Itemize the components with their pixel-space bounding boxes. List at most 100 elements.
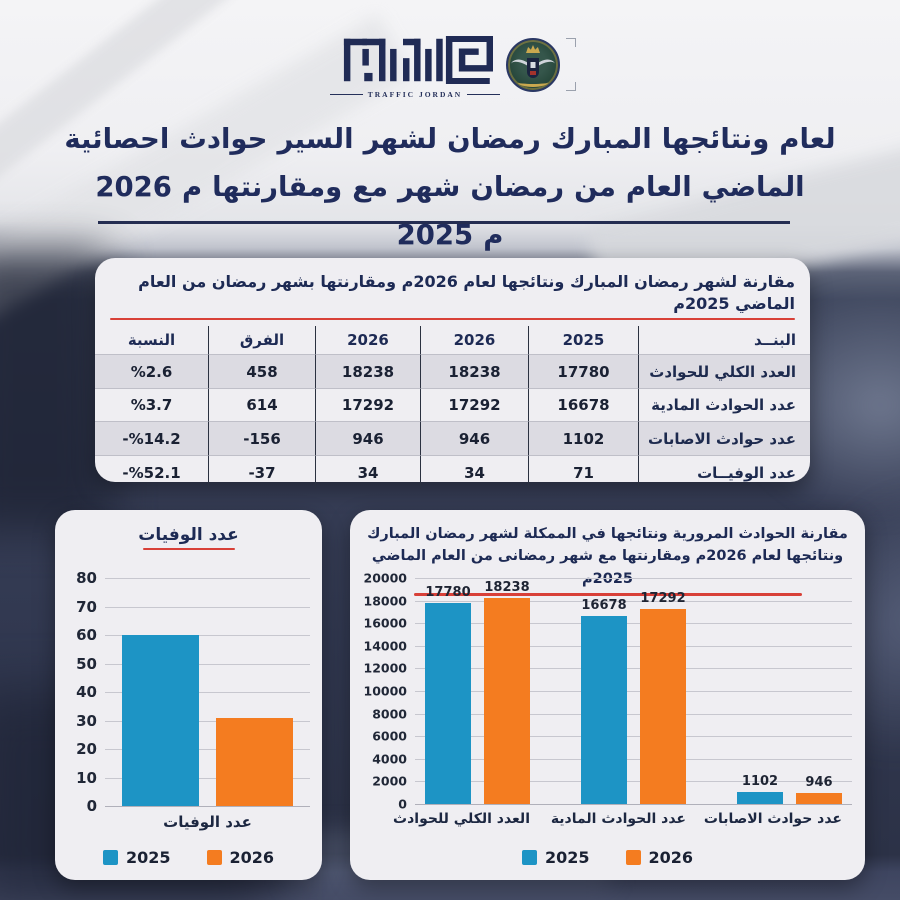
bar-value-label: 946 [805,775,833,791]
y-axis-tick-label: 80 [76,569,97,587]
legend-item: 2025 [102,848,171,867]
title-word: لعام [779,123,836,155]
table-cell-value: 1102 [562,429,605,448]
title-word: ومقارنتها [212,170,343,203]
table-value-cell: 18238 [315,355,420,389]
table-cell-value: 16678 [557,396,610,415]
bar-value-label: 17292 [640,590,686,606]
gold-ribbon-icon [518,78,548,87]
crop-mark-bottom [566,82,576,91]
table-cell-value: -37 [248,463,276,482]
table-value-cell: 946 [420,422,528,456]
table-cell-value: %2.6 [130,362,173,381]
table-header-cell: البنــد [638,326,810,356]
gridline [415,600,852,602]
y-axis-tick-label: 14000 [363,638,408,654]
title-word: م [483,218,504,251]
title-word: 2025 [396,218,474,251]
x-axis-category-label: عدد الحوادث المادية [550,811,686,827]
table-cell-value: 71 [573,463,594,482]
table-value-cell: 17780 [528,355,638,389]
title-word: ونتائجها [661,123,770,155]
gridline [415,804,852,805]
table-cell-value: 34 [464,463,485,482]
title-word: لشهر [363,123,438,155]
bar-2025-cat0: 17780 [425,585,471,804]
caption-rule-left [330,94,363,95]
gridline [415,781,852,783]
table-cell-value: 18238 [448,362,501,381]
traffic-jordan-kufic-wordmark-logo [343,36,493,84]
gridline [415,713,852,715]
y-axis-tick-label: 6000 [372,728,407,744]
gridline [415,668,852,670]
table-cell-value: 17292 [341,396,395,415]
table-value-cell: 946 [315,422,420,456]
comparison-table-card: مقارنة لشهر رمضان المبارك ونتائجها لعام … [95,258,810,490]
table-value-cell: %2.6 [95,355,208,389]
page-title-line1: احصائية حوادث السير لشهر رمضان المبارك ونتائجه… [55,116,845,164]
legend-swatch-2025 [521,850,537,865]
y-axis-tick-label: 70 [76,597,97,616]
y-axis-tick-label: 20000 [363,570,408,586]
bar-2025-deaths [122,635,199,806]
title-word: من [574,170,616,203]
table-value-cell: -%14.2 [95,422,208,456]
title-word: الماضي [701,170,805,203]
table-header-cell: 2026 [420,326,528,356]
comparison-chart-legend: 2025 2026 [350,848,865,867]
caption-rule-right [467,94,500,95]
shield-icon [527,58,539,78]
gridline [105,749,310,750]
bar-2026-deaths [216,717,293,806]
table-header-cell: 2025 [528,326,638,356]
gridline [105,635,310,636]
bar-value-label: 16678 [581,597,627,613]
page-title-line2: 2026 م ومقارنتها مع شهر رمضان من العام الماضي 202… [55,164,845,260]
y-axis-tick-label: 0 [398,796,407,812]
table-value-cell: 18238 [420,355,528,389]
legend-swatch-2025 [102,850,118,865]
gridline [105,777,310,779]
title-word: السير [277,123,354,155]
table-value-cell: -%52.1 [95,456,208,490]
bar-2026-cat0: 18238 [484,580,530,804]
table-value-cell: 34 [420,455,528,490]
table-title-underline [110,318,795,321]
bar-2025-cat1: 16678 [581,598,627,804]
legend-label: 2026 [648,848,694,867]
y-axis-tick-label: 8000 [372,706,407,722]
crop-mark-top [566,38,576,47]
statistics-table: البنــد 2025 2026 2026 الفرق النسبة العدد الكل… [95,326,810,490]
table-item-cell: العدد الكلي للحوادث [638,355,810,389]
gridline [415,623,852,625]
legend-item: 2025 [521,848,590,867]
bg-dark-shadow-left [0,250,110,530]
table-item-cell: عدد الوفيــات [638,455,810,490]
table-cell-value: 34 [357,463,379,482]
gridline [105,606,310,608]
y-axis-tick-label: 16000 [363,615,408,631]
table-value-cell: 71 [528,455,638,490]
table-header-cell: 2026 [315,326,420,356]
gridline [105,578,310,579]
table-cell-value: %3.7 [130,396,173,415]
page-title: احصائية حوادث السير لشهر رمضان المبارك ونتائجه… [55,116,845,260]
table-value-cell: %3.7 [95,389,208,423]
comparison-chart-card: مقارنة الحوادث المرورية ونتائجها في المم… [350,510,865,880]
gridline [105,663,310,665]
y-axis-tick-label: 18000 [363,593,408,609]
table-value-cell: 34 [315,455,420,490]
gridline [415,691,852,692]
y-axis-tick-label: 50 [76,654,97,673]
comparison-chart-title-line1: مقارنة الحوادث المرورية ونتائجها في المم… [367,526,848,542]
table-value-cell: 458 [208,355,315,389]
table-item-cell: عدد حوادث الاصابات [638,422,810,456]
title-word: شهر [398,170,461,203]
gridline [105,806,310,807]
deaths-chart-plot: عدد الوفيات 80 70 60 50 40 30 20 10 0 [76,569,310,831]
gridline [105,692,310,693]
table-cell-value: 17292 [448,396,501,415]
table-value-cell: 17292 [420,388,528,423]
